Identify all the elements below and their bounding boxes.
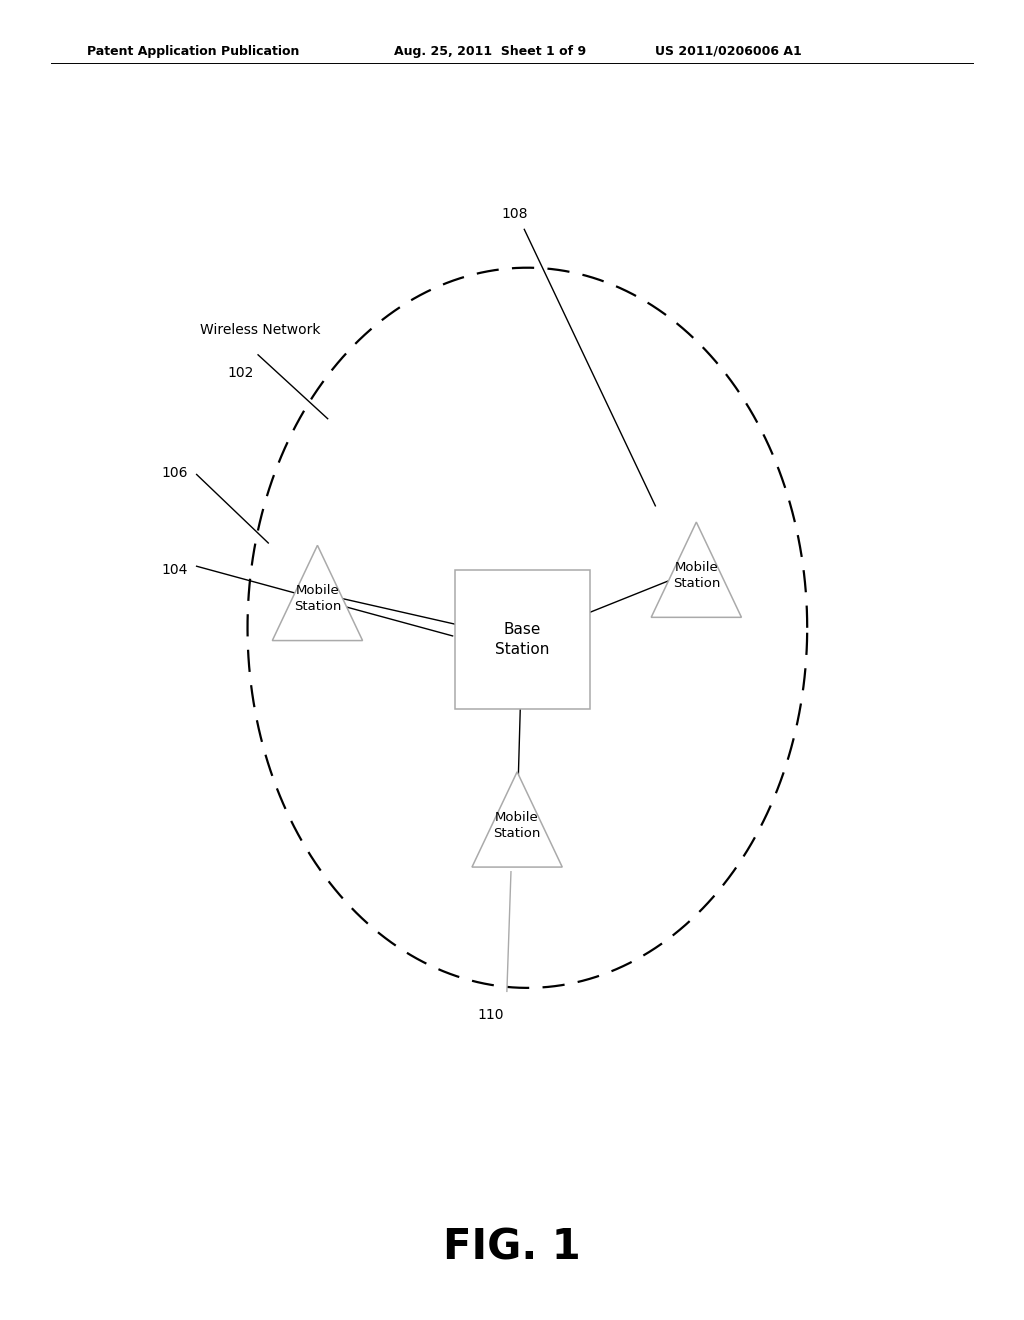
Text: US 2011/0206006 A1: US 2011/0206006 A1 xyxy=(655,45,802,58)
Text: Aug. 25, 2011  Sheet 1 of 9: Aug. 25, 2011 Sheet 1 of 9 xyxy=(394,45,587,58)
Text: FIG. 1: FIG. 1 xyxy=(443,1226,581,1269)
Text: Patent Application Publication: Patent Application Publication xyxy=(87,45,299,58)
Polygon shape xyxy=(472,772,562,867)
Bar xyxy=(455,570,590,709)
Text: Base
Station: Base Station xyxy=(495,622,550,657)
Text: Mobile
Station: Mobile Station xyxy=(294,585,341,614)
Text: 108: 108 xyxy=(502,207,528,222)
Text: 104: 104 xyxy=(162,562,188,577)
Text: Mobile
Station: Mobile Station xyxy=(494,810,541,840)
Text: 102: 102 xyxy=(227,367,254,380)
Polygon shape xyxy=(272,545,362,640)
Text: Mobile
Station: Mobile Station xyxy=(673,561,720,590)
Text: 106: 106 xyxy=(162,466,188,480)
Text: 110: 110 xyxy=(477,1007,504,1022)
Text: Wireless Network: Wireless Network xyxy=(200,323,321,338)
Polygon shape xyxy=(651,523,741,618)
